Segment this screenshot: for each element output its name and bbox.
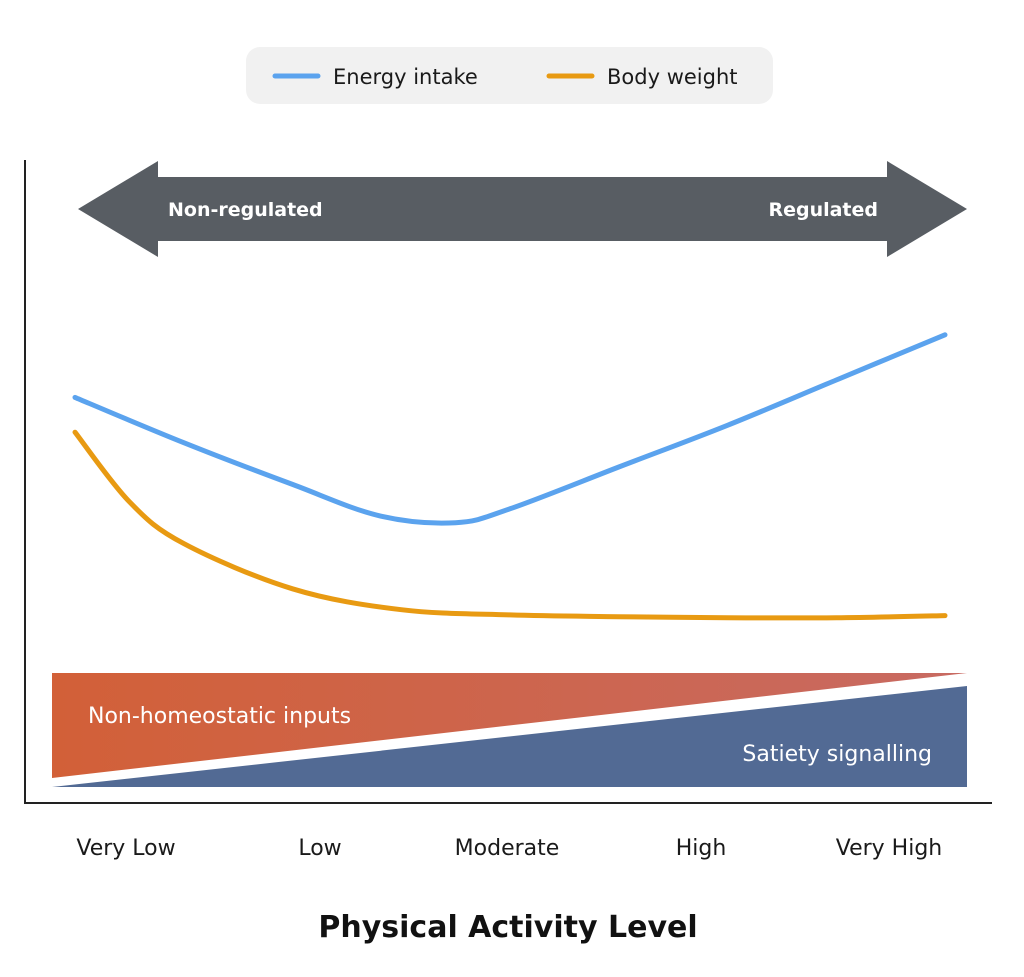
series-line-body-weight: [72, 429, 948, 621]
arrow-label-regulated: Regulated: [768, 199, 878, 221]
x-axis-title: Physical Activity Level: [318, 910, 697, 945]
series-layer: [72, 332, 948, 621]
x-tick-label-very-low: Very Low: [76, 836, 175, 861]
x-tick-label-very-high: Very High: [836, 836, 943, 861]
x-tick-label-high: High: [676, 836, 727, 861]
x-tick-label-low: Low: [298, 836, 341, 861]
input-bands: Non-homeostatic inputs Satiety signallin…: [52, 673, 967, 787]
legend-label-body-weight: Body weight: [607, 65, 738, 89]
regulation-arrow-shape: [78, 161, 967, 257]
band-label-satiety-signalling: Satiety signalling: [742, 742, 932, 767]
band-non-homeostatic-inputs: [52, 673, 967, 778]
arrow-label-non-regulated: Non-regulated: [168, 199, 323, 221]
regulation-arrow: Non-regulated Regulated: [78, 161, 967, 257]
legend-background: [246, 47, 773, 104]
band-label-non-homeostatic-inputs: Non-homeostatic inputs: [88, 704, 351, 729]
series-line-energy-intake: [72, 332, 948, 526]
x-tick-labels: Very Low Low Moderate High Very High: [76, 836, 942, 861]
band-satiety-signalling: [52, 686, 967, 787]
x-tick-label-moderate: Moderate: [455, 836, 560, 861]
legend-label-energy-intake: Energy intake: [333, 65, 478, 89]
legend: Energy intake Body weight: [246, 47, 773, 104]
